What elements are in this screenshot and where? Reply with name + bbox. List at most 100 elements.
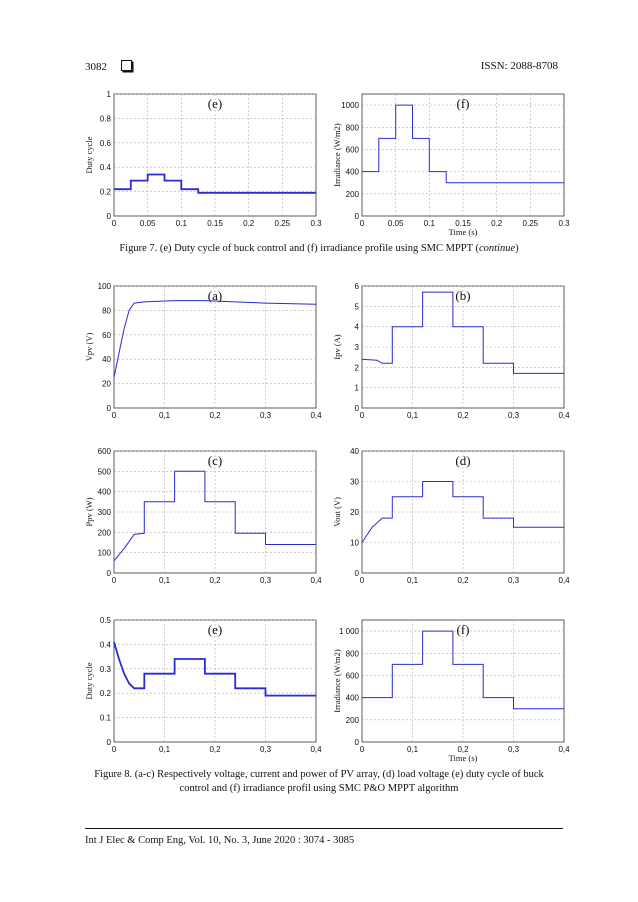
figure8-caption-line1: Figure 8. (a-c) Respectively voltage, cu…: [94, 769, 544, 780]
figure7-caption-italic: continue: [478, 243, 516, 254]
x-tick-label: 0: [360, 745, 365, 754]
x-tick-label: 0.2: [491, 219, 503, 228]
x-tick-label: 0,1: [407, 576, 419, 585]
chart-title: (d): [455, 453, 470, 468]
y-tick-label: 0.3: [100, 665, 112, 674]
y-axis-label: Vpv (V): [84, 333, 94, 362]
y-tick-label: 1: [355, 384, 360, 393]
chart-title: (c): [208, 453, 222, 468]
series-line-Ppv: [113, 470, 316, 562]
chart-title: (e): [208, 96, 222, 111]
series-line-irradiance: [362, 104, 564, 184]
y-tick-label: 0: [107, 404, 112, 413]
x-axis-label: Time (s): [449, 227, 478, 237]
chart-fig8a: 0 0,1 0,2 0,3 0,4 0 20 40 60 80 100 (a) Vpv (V): [84, 282, 322, 420]
y-tick-label: 80: [102, 306, 111, 315]
y-tick-label: 0.5: [100, 616, 112, 625]
y-tick-label: 0.6: [100, 139, 112, 148]
figure7-caption: Figure 7. (e) Duty cycle of buck control…: [70, 242, 568, 256]
chart-title: (a): [208, 288, 222, 303]
figure8-caption-line2: control and (f) irradiance profil using …: [179, 783, 459, 794]
series-line-duty: [114, 173, 316, 194]
x-tick-label: 0,1: [159, 411, 171, 420]
chart-fig7f: 0 0.05 0.1 0.15 0.2 0.25 0.3 0 200 400 600 800 1000 (…: [332, 93, 570, 237]
y-axis-label: Duty cycle: [84, 136, 94, 173]
y-tick-label: 0.4: [100, 163, 112, 172]
y-tick-label: 100: [98, 282, 112, 291]
x-tick-label: 0: [112, 576, 117, 585]
chart-title: (f): [457, 96, 470, 111]
chart-fig8f: 0 0,1 0,2 0,3 0,4 0 200 400 600 800 1 000 (f) Irradi…: [332, 619, 570, 763]
series-line-Vpv: [113, 300, 317, 378]
y-tick-label: 100: [98, 549, 112, 558]
x-tick-label: 0: [112, 219, 117, 228]
x-tick-label: 0,2: [209, 411, 221, 420]
series-line-duty: [113, 641, 316, 697]
x-tick-label: 0,4: [558, 576, 570, 585]
x-tick-label: 0.2: [243, 219, 255, 228]
x-tick-label: 0,2: [209, 745, 221, 754]
series-line-Vout: [361, 481, 564, 543]
y-tick-label: 200: [346, 716, 360, 725]
x-tick-label: 0,2: [209, 576, 221, 585]
y-axis-label: Ppv (W): [84, 497, 94, 526]
y-tick-label: 40: [102, 355, 111, 364]
x-tick-label: 0,3: [260, 411, 272, 420]
x-tick-label: 0,2: [457, 576, 469, 585]
square-bullet-icon: [121, 60, 132, 71]
figure7-caption-text: Figure 7. (e) Duty cycle of buck control…: [119, 243, 479, 254]
y-tick-label: 600: [346, 671, 360, 680]
y-tick-label: 60: [102, 331, 111, 340]
y-tick-label: 1000: [341, 101, 359, 110]
y-tick-label: 0.1: [100, 714, 112, 723]
y-tick-label: 0.4: [100, 640, 112, 649]
y-tick-label: 800: [346, 123, 360, 132]
y-tick-label: 0: [355, 569, 360, 578]
page-header-left: 3082: [85, 60, 132, 73]
y-tick-label: 600: [346, 145, 360, 154]
footer-citation: Int J Elec & Comp Eng, Vol. 10, No. 3, J…: [85, 835, 355, 846]
y-tick-label: 1 000: [339, 627, 360, 636]
x-tick-label: 0,4: [310, 411, 322, 420]
chart-fig8e: 0 0,1 0,2 0,3 0,4 0 0.1 0.2 0.3 0.4 0.5 (e) Duty cyc…: [84, 616, 322, 754]
chart-title: (b): [455, 288, 470, 303]
x-tick-label: 0,4: [310, 745, 322, 754]
issn: ISSN: 2088-8708: [480, 60, 558, 72]
x-tick-label: 0: [112, 745, 117, 754]
x-tick-label: 0: [360, 219, 365, 228]
y-tick-label: 2: [355, 363, 360, 372]
x-tick-label: 0: [360, 576, 365, 585]
chart-title: (f): [457, 622, 470, 637]
y-axis-label: Duty cycle: [84, 662, 94, 699]
chart-fig8c: 0 0,1 0,2 0,3 0,4 0 100 200 300 400 500 600 (c) Ppv (…: [84, 447, 322, 585]
y-tick-label: 500: [98, 467, 112, 476]
y-tick-label: 400: [98, 488, 112, 497]
footer-rule: [85, 828, 563, 829]
y-axis-label: Ipv (A): [332, 334, 342, 359]
chart-fig8b: 0 0,1 0,2 0,3 0,4 0 1 2 3 4 5 6 (b) Ipv (A): [332, 282, 570, 420]
x-tick-label: 0,3: [508, 576, 520, 585]
y-axis-label: Irradiance (W/m2): [332, 123, 342, 187]
y-tick-label: 20: [350, 508, 359, 517]
y-tick-label: 0.2: [100, 188, 112, 197]
y-tick-label: 10: [350, 539, 359, 548]
y-tick-label: 5: [355, 302, 360, 311]
x-tick-label: 0.25: [523, 219, 539, 228]
x-tick-label: 0,4: [558, 411, 570, 420]
y-tick-label: 0: [107, 569, 112, 578]
series-line-Ipv: [361, 291, 564, 374]
series-line-irradiance: [362, 630, 564, 710]
y-tick-label: 0.8: [100, 114, 112, 123]
x-tick-label: 0: [360, 411, 365, 420]
y-tick-label: 0.2: [100, 689, 112, 698]
x-tick-label: 0.15: [455, 219, 471, 228]
y-tick-label: 40: [350, 447, 359, 456]
x-tick-label: 0,3: [260, 576, 272, 585]
y-tick-label: 30: [350, 478, 359, 487]
x-tick-label: 0,3: [508, 411, 520, 420]
x-tick-label: 0.1: [176, 219, 188, 228]
y-tick-label: 0: [355, 212, 360, 221]
x-tick-label: 0.3: [310, 219, 322, 228]
x-tick-label: 0.05: [140, 219, 156, 228]
chart-fig7e: 0 0.05 0.1 0.15 0.2 0.25 0.3 0 0.2 0.4 0.6 0.8 1 (e) D…: [84, 90, 322, 228]
